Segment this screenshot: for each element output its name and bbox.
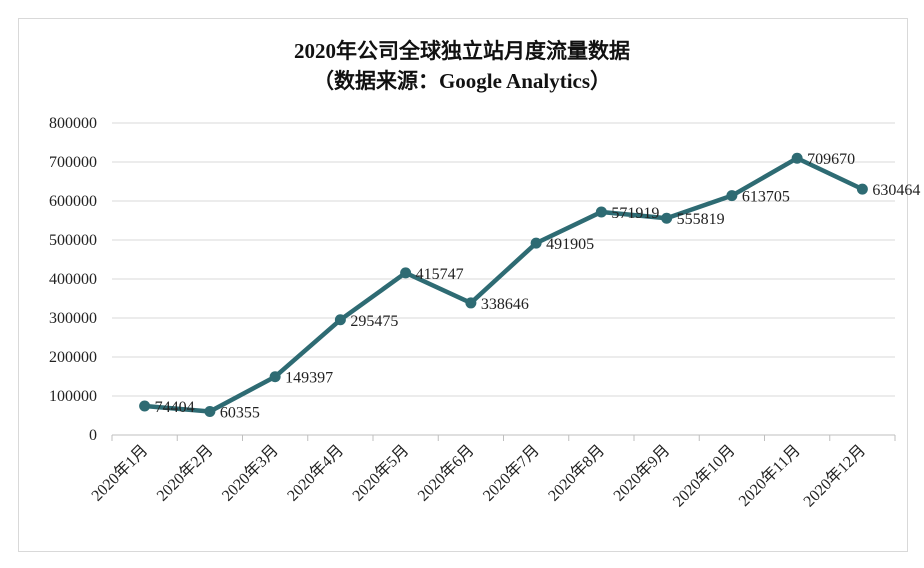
y-tick-label: 700000 <box>49 154 97 171</box>
data-point <box>595 206 607 218</box>
data-label: 74404 <box>155 399 195 416</box>
data-label: 415747 <box>416 266 464 283</box>
chart-frame <box>18 18 908 552</box>
y-tick-label: 400000 <box>49 271 97 288</box>
x-tick-label: 2020年7月 <box>479 441 543 505</box>
data-labels: 74404 60355 149397 295475 415747 338646 491905… <box>155 151 921 421</box>
x-tick-label: 2020年5月 <box>349 441 413 505</box>
x-tick-label: 2020年6月 <box>414 441 478 505</box>
data-point <box>530 237 542 249</box>
y-tick-label: 600000 <box>49 193 97 210</box>
data-label: 613705 <box>742 189 790 206</box>
data-point <box>204 405 216 417</box>
x-tick-label: 2020年3月 <box>218 441 282 505</box>
data-label: 491905 <box>546 236 594 253</box>
data-points <box>139 152 868 417</box>
y-tick-label: 300000 <box>49 310 97 327</box>
data-point <box>400 267 412 279</box>
data-label: 60355 <box>220 404 260 421</box>
data-label: 709670 <box>807 151 855 168</box>
data-point <box>334 314 346 326</box>
data-point <box>791 152 803 164</box>
x-tick-label: 2020年9月 <box>610 441 674 505</box>
data-point <box>465 297 477 309</box>
x-tick-label: 2020年4月 <box>284 441 348 505</box>
x-tick-label: 2020年11月 <box>735 441 804 510</box>
data-point <box>856 183 868 195</box>
x-tick-label: 2020年2月 <box>153 441 217 505</box>
y-axis: 0 100000 200000 300000 400000 500000 600000 700… <box>49 115 97 444</box>
data-label: 338646 <box>481 296 529 313</box>
chart-subtitle: （数据来源：Google Analytics） <box>312 69 612 93</box>
series-line-group <box>144 155 864 414</box>
data-point <box>269 371 281 383</box>
data-point <box>139 400 151 412</box>
y-tick-label: 100000 <box>49 388 97 405</box>
data-label: 555819 <box>677 211 725 228</box>
data-label: 295475 <box>350 313 398 330</box>
data-label: 630464 <box>872 182 920 199</box>
y-tick-label: 500000 <box>49 232 97 249</box>
x-axis: 2020年1月 2020年2月 2020年3月 2020年4月 2020年5月 2020年… <box>88 435 896 510</box>
x-tick-label: 2020年12月 <box>800 441 869 510</box>
x-tick-label: 2020年10月 <box>669 441 738 510</box>
x-tick-label: 2020年8月 <box>545 441 609 505</box>
data-point <box>726 190 738 202</box>
data-label: 149397 <box>285 370 333 387</box>
y-tick-label: 800000 <box>49 115 97 132</box>
x-tick-label: 2020年1月 <box>88 441 152 505</box>
y-tick-label: 200000 <box>49 349 97 366</box>
series-line <box>144 155 864 414</box>
data-point <box>661 212 673 224</box>
chart-title: 2020年公司全球独立站月度流量数据 <box>294 39 630 63</box>
y-tick-label: 0 <box>89 427 97 444</box>
data-label: 571919 <box>611 205 659 222</box>
